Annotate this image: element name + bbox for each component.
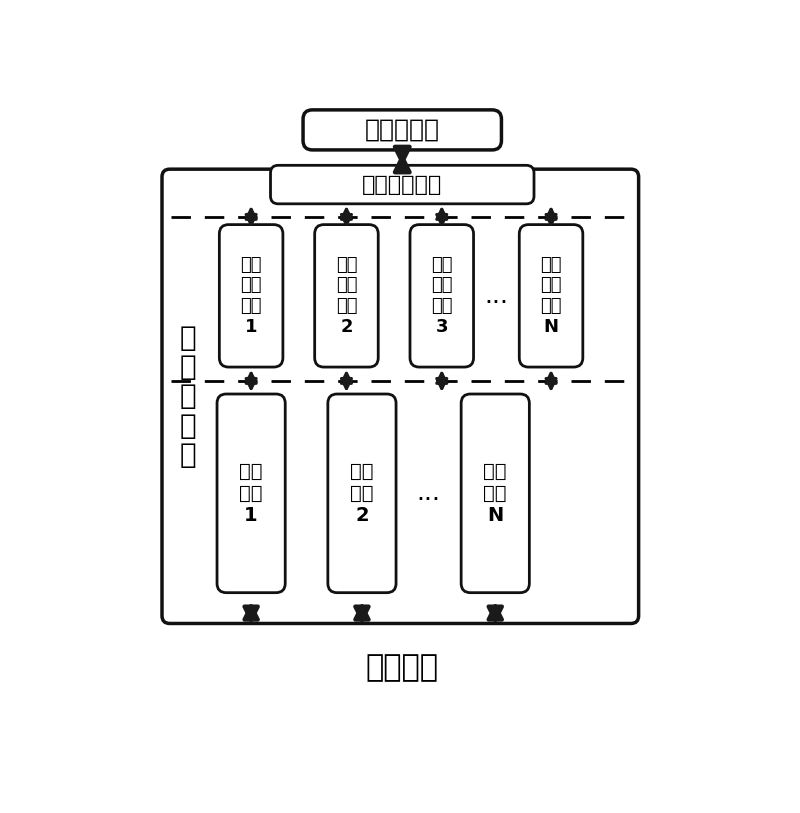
FancyBboxPatch shape bbox=[162, 169, 638, 624]
Text: 前: 前 bbox=[179, 324, 196, 352]
Text: 设备
接口
模块
N: 设备 接口 模块 N bbox=[540, 255, 562, 336]
FancyBboxPatch shape bbox=[219, 224, 283, 367]
Text: ...: ... bbox=[485, 284, 509, 308]
FancyBboxPatch shape bbox=[270, 165, 534, 204]
Text: 业务服务器: 业务服务器 bbox=[365, 118, 440, 142]
FancyBboxPatch shape bbox=[461, 394, 530, 593]
Text: 务: 务 bbox=[179, 411, 196, 440]
FancyBboxPatch shape bbox=[303, 110, 502, 150]
Text: 器: 器 bbox=[179, 441, 196, 469]
Text: 通信
模块
1: 通信 模块 1 bbox=[239, 462, 263, 525]
Text: 设备
接口
模块
2: 设备 接口 模块 2 bbox=[336, 255, 358, 336]
Text: 通信
模块
N: 通信 模块 N bbox=[483, 462, 507, 525]
Text: 设备
接口
模块
1: 设备 接口 模块 1 bbox=[240, 255, 262, 336]
Text: 服: 服 bbox=[179, 382, 196, 411]
Text: 数据处理模块: 数据处理模块 bbox=[362, 175, 442, 194]
FancyBboxPatch shape bbox=[410, 224, 474, 367]
Text: 数据通信: 数据通信 bbox=[366, 654, 438, 683]
Text: 端: 端 bbox=[179, 353, 196, 381]
Text: ...: ... bbox=[417, 481, 441, 506]
FancyBboxPatch shape bbox=[314, 224, 378, 367]
FancyBboxPatch shape bbox=[217, 394, 286, 593]
Text: 设备
接口
模块
3: 设备 接口 模块 3 bbox=[431, 255, 453, 336]
FancyBboxPatch shape bbox=[328, 394, 396, 593]
FancyBboxPatch shape bbox=[519, 224, 583, 367]
Text: 通信
模块
2: 通信 模块 2 bbox=[350, 462, 374, 525]
